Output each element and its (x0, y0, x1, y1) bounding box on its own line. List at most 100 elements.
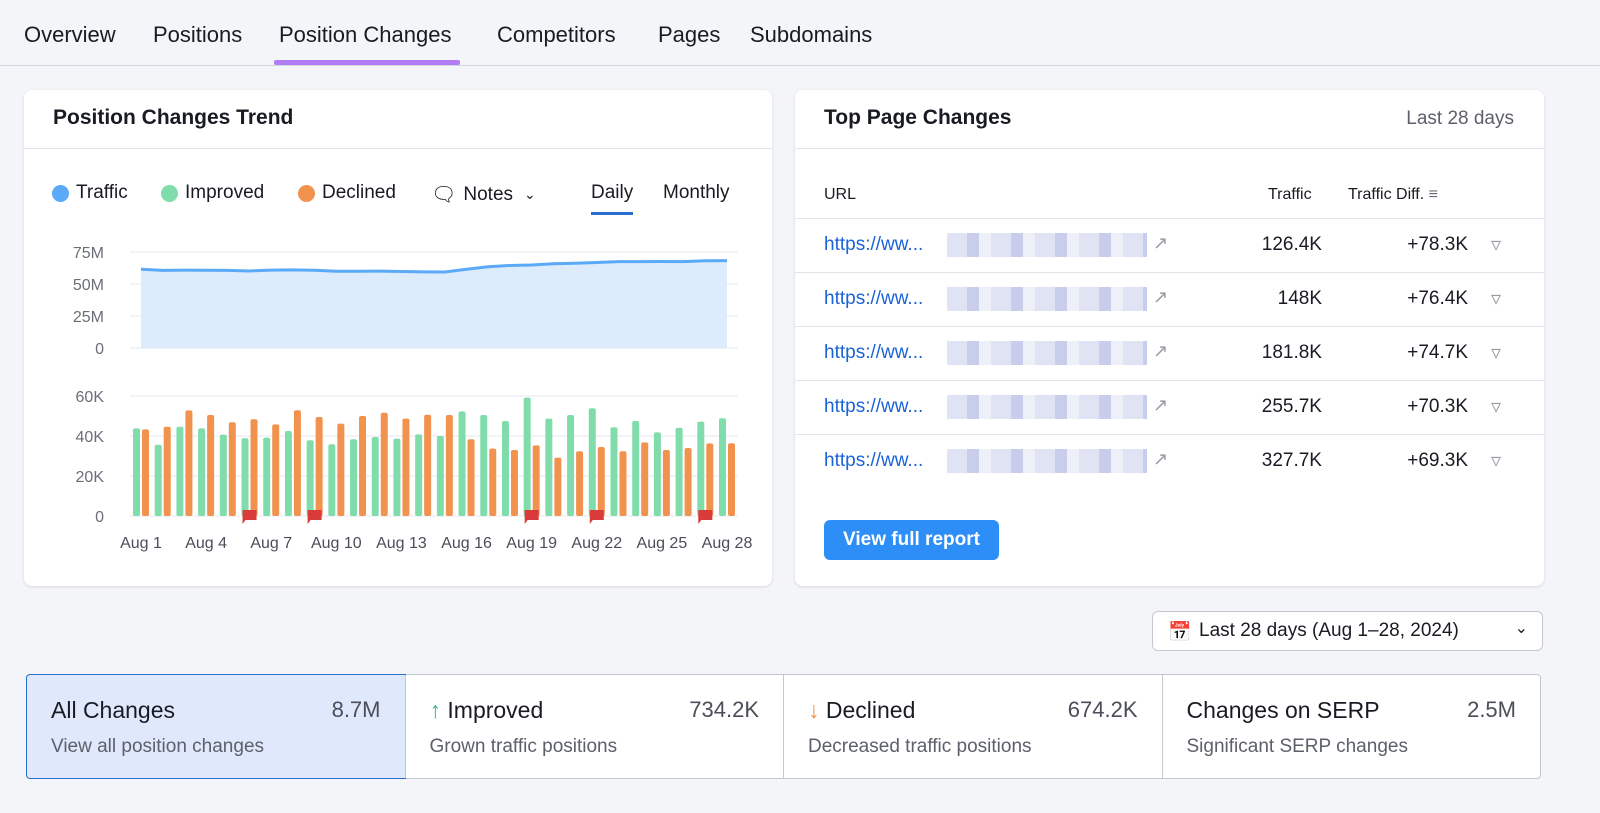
comment-icon: 🗨 (431, 184, 457, 206)
url-link[interactable]: https://ww... (824, 450, 924, 471)
traffic-dot-icon (52, 184, 69, 202)
stat-all-changes[interactable]: All Changes 8.7M View all position changes (26, 674, 406, 779)
external-link-icon[interactable]: ↗ (1153, 341, 1169, 361)
declined-bar (163, 426, 171, 516)
table-row: https://ww... ↗ 126.4K +78.3K ▿ (795, 218, 1544, 272)
y-tick-label: 25M (73, 309, 104, 326)
declined-bar (337, 423, 345, 516)
traffic-diff-value: +69.3K (1407, 450, 1468, 471)
view-full-report-button[interactable]: View full report (824, 520, 999, 560)
monthly-toggle[interactable]: Monthly (663, 182, 730, 203)
declined-bar (619, 451, 627, 516)
improved-bar (501, 421, 509, 516)
external-link-icon[interactable]: ↗ (1153, 287, 1169, 307)
col-traffic[interactable]: Traffic (1268, 186, 1312, 203)
improved-bar (632, 421, 640, 516)
tab-overview[interactable]: Overview (24, 22, 116, 47)
table-row: https://ww... ↗ 327.7K +69.3K ▿ (795, 434, 1544, 488)
redacted-url (947, 341, 1147, 365)
improved-bar (697, 421, 705, 516)
improved-bar (588, 408, 596, 516)
filter-icon[interactable]: ▿ (1491, 234, 1502, 256)
y-tick-label: 50M (73, 277, 104, 294)
improved-bar (328, 444, 336, 516)
filter-icon[interactable]: ▿ (1491, 342, 1502, 364)
stat-value: 2.5M (1467, 697, 1516, 722)
stat-title: Improved (447, 697, 544, 723)
legend-traffic[interactable]: Traffic (52, 182, 128, 204)
stat-desc: View all position changes (51, 736, 265, 757)
tab-competitors[interactable]: Competitors (497, 22, 616, 47)
improved-bar (545, 418, 553, 516)
declined-bar (684, 448, 692, 516)
filter-icon[interactable]: ▿ (1491, 288, 1502, 310)
trend-chart: 0 25M 50M 75M 0 20K 40K 60K Aug 1 Aug 4 Aug 7 Aug 1… (73, 245, 753, 552)
y-tick-label: 0 (95, 341, 104, 358)
improved-bar (133, 428, 140, 516)
declined-bar (467, 439, 475, 516)
improved-bar (610, 427, 618, 516)
url-link[interactable]: https://ww... (824, 288, 924, 309)
x-tick-label: Aug 7 (250, 535, 292, 552)
date-range-picker[interactable]: 📅 Last 28 days (Aug 1–28, 2024) ⌄ (1152, 611, 1543, 651)
improved-bar (350, 439, 358, 516)
notes-label: Notes (463, 183, 514, 205)
url-link[interactable]: https://ww... (824, 234, 924, 255)
x-tick-label: Aug 25 (637, 535, 688, 552)
filter-icon[interactable]: ▿ (1491, 450, 1502, 472)
url-link[interactable]: https://ww... (824, 396, 924, 417)
change-type-tabs: All Changes 8.7M View all position changes… (26, 674, 1541, 779)
external-link-icon[interactable]: ↗ (1153, 449, 1169, 469)
stat-title: Declined (825, 697, 916, 723)
improved-bar (458, 411, 466, 516)
legend-declined[interactable]: Declined (298, 182, 396, 204)
y-tick-label: 60K (76, 389, 105, 406)
daily-toggle[interactable]: Daily (591, 182, 634, 215)
external-link-icon[interactable]: ↗ (1153, 233, 1169, 253)
traffic-diff-value: +74.7K (1407, 342, 1468, 363)
declined-bar (272, 424, 280, 516)
tab-position-changes[interactable]: Position Changes (273, 22, 461, 65)
arrow-down-icon: ↓ (808, 697, 820, 723)
traffic-value: 126.4K (1261, 234, 1322, 255)
x-tick-label: Aug 28 (702, 535, 753, 552)
external-link-icon[interactable]: ↗ (1153, 395, 1169, 415)
stat-serp-changes[interactable]: Changes on SERP 2.5M Significant SERP chan… (1161, 675, 1541, 778)
url-link[interactable]: https://ww... (824, 342, 924, 363)
period-label: Last 28 days (1406, 108, 1514, 129)
declined-bar (576, 451, 584, 516)
legend-improved[interactable]: Improved (161, 182, 264, 204)
stat-improved[interactable]: ↑ Improved 734.2K Grown traffic positions (404, 675, 784, 778)
filter-icon[interactable]: ▿ (1491, 396, 1502, 418)
sort-icon: ≡ (1428, 186, 1438, 203)
table-row: https://ww... ↗ 255.7K +70.3K ▿ (795, 380, 1544, 434)
stat-declined[interactable]: ↓ Declined 674.2K Decreased traffic positi… (783, 675, 1162, 778)
traffic-value: 181.8K (1261, 342, 1322, 363)
chevron-down-icon: ⌄ (1514, 620, 1528, 637)
tab-subdomains[interactable]: Subdomains (750, 22, 873, 47)
improved-bar (675, 427, 683, 516)
col-traffic-diff[interactable]: Traffic Diff. ≡ (1348, 186, 1438, 204)
stat-desc: Decreased traffic positions (808, 736, 1032, 757)
x-tick-label: Aug 16 (441, 535, 492, 552)
improved-bar (219, 434, 227, 516)
improved-bar (415, 434, 423, 516)
note-flag-icon (589, 510, 604, 524)
declined-bar (315, 417, 323, 516)
improved-bar (306, 440, 314, 516)
improved-bar (176, 426, 184, 516)
improved-bar (653, 432, 661, 516)
improved-bar (480, 415, 488, 516)
improved-bar (393, 438, 401, 516)
notes-dropdown[interactable]: 🗨 Notes ⌄ (431, 182, 536, 207)
declined-bar (662, 450, 670, 516)
improved-bar (198, 428, 206, 516)
improved-bar (241, 438, 249, 516)
declined-bar (293, 410, 301, 516)
tab-pages[interactable]: Pages (658, 22, 721, 47)
calendar-icon: 📅 (1168, 622, 1192, 643)
x-tick-label: Aug 10 (311, 535, 362, 552)
tab-positions[interactable]: Positions (153, 22, 243, 47)
y-tick-label: 20K (76, 469, 105, 486)
improved-bar (719, 418, 726, 516)
